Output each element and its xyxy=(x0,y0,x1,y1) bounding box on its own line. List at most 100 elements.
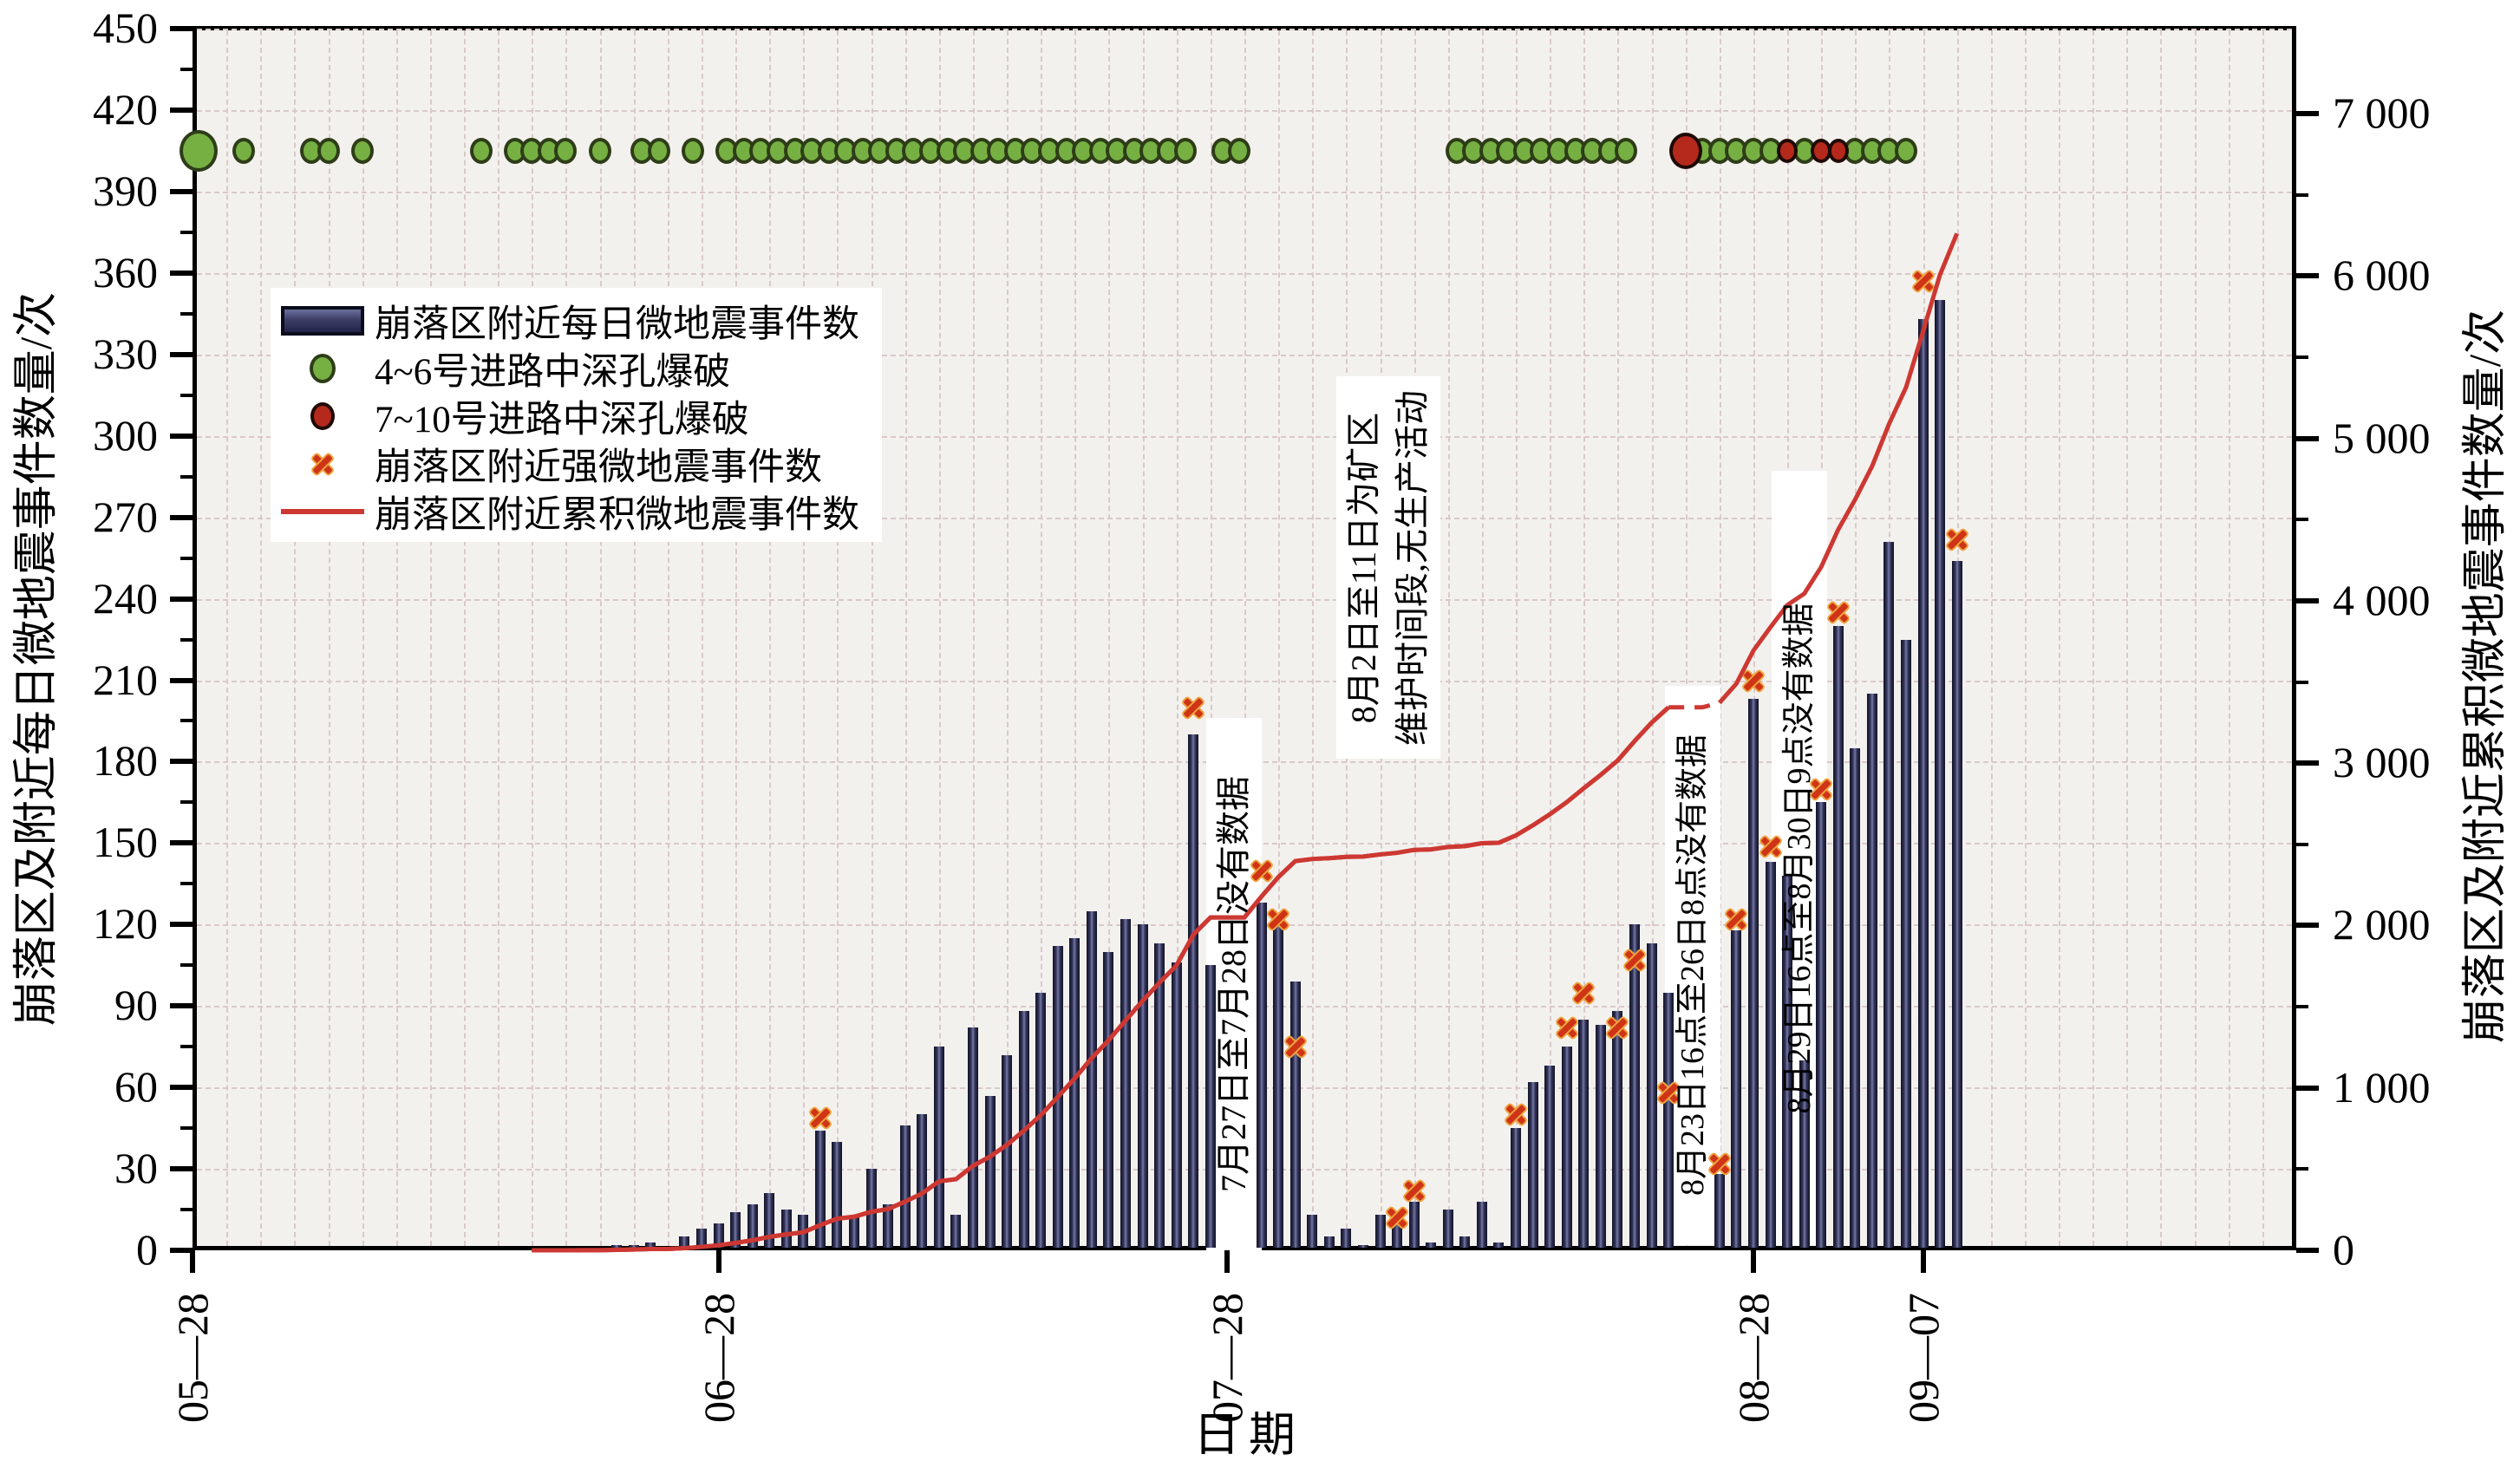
legend-row-red-blast: 7~10号进路中深孔爆破 xyxy=(271,392,882,440)
gridline-vertical xyxy=(1617,30,1620,1246)
legend-label: 7~10号进路中深孔爆破 xyxy=(375,399,749,440)
daily-events-bar xyxy=(713,1223,724,1248)
daily-events-bar xyxy=(1646,943,1657,1248)
daily-events-bar xyxy=(814,1131,826,1248)
annotation-text: 8月29日16点至8月30日9点没有数据 xyxy=(1780,603,1818,1114)
right-axis-minor-tick xyxy=(2296,842,2308,846)
left-axis-tick-label: 360 xyxy=(93,247,158,297)
daily-events-bar xyxy=(764,1193,775,1248)
daily-events-bar xyxy=(1714,1174,1725,1248)
legend-row-strong-events: 崩落区附近强微地震事件数 xyxy=(271,440,882,488)
left-axis-major-tick xyxy=(170,351,193,357)
left-axis-major-tick xyxy=(170,26,193,32)
daily-events-bar xyxy=(1832,625,1844,1248)
gridline-vertical xyxy=(1108,30,1111,1246)
daily-events-bar xyxy=(1426,1242,1437,1248)
legend-label: 崩落区附近累积微地震事件数 xyxy=(375,494,859,536)
left-axis-tick-label: 270 xyxy=(93,492,158,541)
right-axis-minor-tick xyxy=(2296,1167,2308,1171)
daily-events-bar xyxy=(1357,1244,1368,1248)
daily-events-bar xyxy=(1917,319,1929,1248)
gridline-horizontal xyxy=(197,29,2292,31)
gridline-vertical xyxy=(328,30,330,1246)
right-axis-minor-tick xyxy=(2296,1005,2308,1009)
daily-events-bar xyxy=(1901,639,1912,1248)
red-line-icon xyxy=(271,508,375,514)
gridline-vertical xyxy=(498,30,500,1246)
blast-7-10-dot-large xyxy=(1668,133,1702,170)
right-axis-minor-tick xyxy=(2296,192,2308,197)
right-axis-major-tick xyxy=(2296,1085,2319,1091)
legend-label: 崩落区附近强微地震事件数 xyxy=(375,447,822,488)
left-axis-major-tick xyxy=(170,188,193,194)
left-axis-tick-label: 0 xyxy=(136,1225,158,1274)
annotation-text: 8月2日至11日为矿区 xyxy=(1344,412,1384,723)
right-axis-major-tick xyxy=(2296,111,2319,117)
x-axis-tick-label: 09—07 xyxy=(1898,1293,1948,1423)
blast-4-6-dot xyxy=(232,138,255,165)
gridline-vertical xyxy=(2059,30,2061,1246)
daily-events-bar xyxy=(1595,1025,1606,1248)
gridline-vertical xyxy=(2160,30,2163,1246)
gridline-vertical xyxy=(1007,30,1009,1246)
daily-events-bar xyxy=(1663,992,1675,1248)
annotation-background xyxy=(1336,375,1441,760)
daily-events-bar xyxy=(1002,1054,1013,1248)
x-axis-major-tick xyxy=(1920,1250,1926,1273)
right-axis-tick-label: 3 000 xyxy=(2333,738,2431,787)
daily-events-bar xyxy=(611,1244,623,1248)
annotation-text: 7月27日至7月28日没有数据 xyxy=(1214,776,1254,1193)
right-axis-tick-label: 0 xyxy=(2333,1225,2354,1274)
left-axis-tick-label: 90 xyxy=(114,981,158,1030)
gridline-horizontal xyxy=(197,354,2292,356)
right-axis-major-tick xyxy=(2296,923,2319,929)
blast-4-6-dot xyxy=(1615,138,1638,165)
daily-events-bar xyxy=(1188,734,1199,1248)
left-axis-major-tick xyxy=(170,108,193,114)
gridline-vertical xyxy=(1583,30,1586,1246)
daily-events-bar xyxy=(780,1210,792,1248)
daily-events-bar xyxy=(1527,1081,1538,1248)
daily-events-bar xyxy=(933,1047,944,1248)
daily-events-bar xyxy=(1782,875,1793,1248)
red-dot-icon xyxy=(271,401,375,430)
daily-events-bar xyxy=(1341,1228,1352,1248)
gridline-vertical xyxy=(395,30,398,1246)
gridline-vertical xyxy=(429,30,432,1246)
blast-4-6-dot xyxy=(350,138,374,165)
left-axis-minor-tick xyxy=(180,474,193,479)
daily-events-bar xyxy=(1374,1215,1386,1248)
left-axis-tick-label: 60 xyxy=(114,1062,158,1112)
daily-events-bar xyxy=(1256,903,1267,1248)
gridline-vertical xyxy=(735,30,738,1246)
legend-label: 4~6号进路中深孔爆破 xyxy=(375,351,731,393)
gridline-vertical xyxy=(599,30,602,1246)
gridline-horizontal xyxy=(197,680,2292,682)
right-axis-major-tick xyxy=(2296,760,2319,766)
gridline-vertical xyxy=(1651,30,1654,1246)
right-axis-tick-label: 1 000 xyxy=(2333,1062,2431,1112)
gridline-vertical xyxy=(2262,30,2264,1246)
gridline-vertical xyxy=(1990,30,1993,1246)
gridline-vertical xyxy=(938,30,941,1246)
gridline-vertical xyxy=(1210,30,1212,1246)
daily-events-bar xyxy=(628,1244,639,1248)
daily-events-bar xyxy=(1171,962,1182,1248)
left-axis-major-tick xyxy=(170,270,193,276)
x-axis-major-tick xyxy=(715,1250,721,1273)
daily-events-bar xyxy=(1765,862,1776,1248)
x-axis-major-tick xyxy=(1224,1250,1231,1273)
blast-7-10-dot xyxy=(1777,139,1799,164)
left-axis-major-tick xyxy=(170,922,193,928)
left-axis-minor-tick xyxy=(180,230,193,234)
daily-events-bar xyxy=(1392,1223,1403,1248)
daily-events-bar xyxy=(883,1203,894,1248)
left-axis-tick-label: 180 xyxy=(93,736,158,786)
left-axis-minor-tick xyxy=(180,719,193,723)
right-axis-major-tick xyxy=(2296,597,2319,603)
gridline-vertical xyxy=(1312,30,1315,1246)
right-axis-minor-tick xyxy=(2296,518,2308,522)
daily-events-bar xyxy=(1493,1242,1505,1248)
left-axis-major-tick xyxy=(170,1085,193,1091)
right-axis-tick-label: 2 000 xyxy=(2333,900,2431,949)
